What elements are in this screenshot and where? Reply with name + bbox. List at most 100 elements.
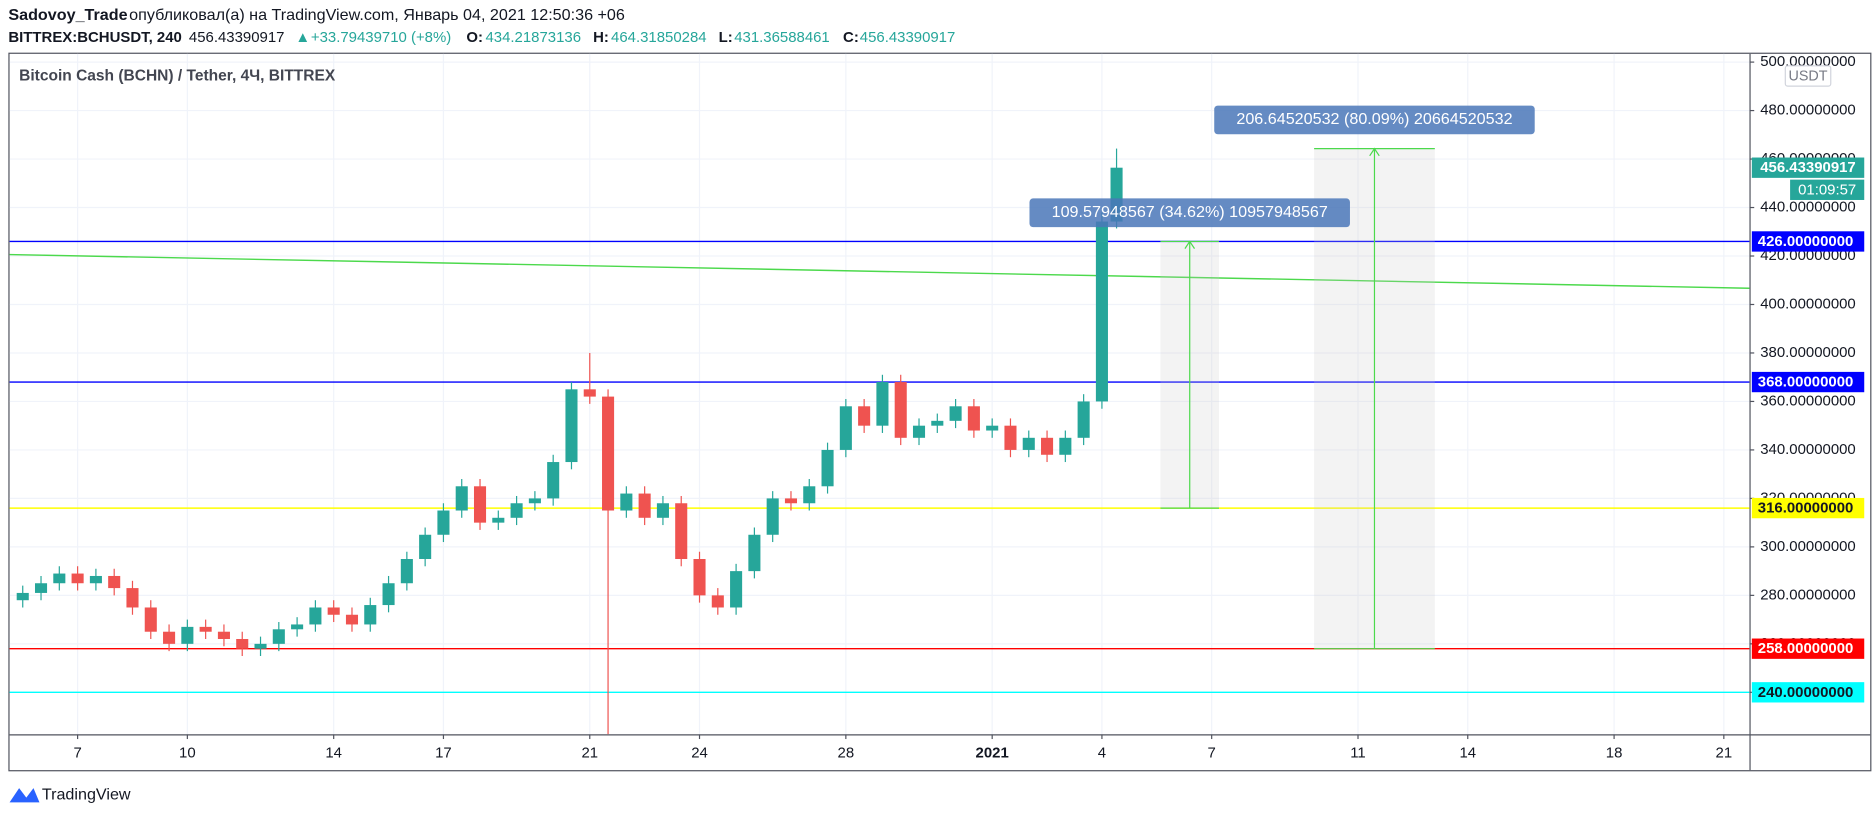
- candle-body: [473, 486, 487, 523]
- candle-body: [181, 626, 194, 644]
- currency-box: [1784, 65, 1832, 87]
- candle-body: [565, 389, 578, 463]
- logo: TradingView: [9, 786, 131, 804]
- candle-body: [949, 406, 962, 421]
- candle-body: [419, 534, 432, 560]
- h: 464.31850284: [611, 29, 707, 46]
- candle-body: [711, 595, 724, 608]
- level-label-box: [1751, 371, 1865, 393]
- candle-body: [382, 583, 395, 606]
- level-label: 426.00000000: [1758, 233, 1854, 250]
- y-tick-label: 360.00000000: [1760, 392, 1856, 409]
- candle-body: [602, 396, 615, 511]
- candle-body: [528, 498, 541, 504]
- x-tick-label: 7: [1208, 744, 1216, 761]
- y-tick-label: 380.00000000: [1760, 344, 1856, 361]
- symbol: BITTREX:BCHUSDT, 240: [8, 29, 181, 46]
- candle-body: [858, 406, 871, 426]
- x-tick-label: 7: [73, 744, 81, 761]
- candle-body: [272, 629, 285, 644]
- y-tick-label: 480.00000000: [1760, 102, 1856, 119]
- candle-body: [620, 493, 633, 511]
- x-tick-label: 4: [1098, 744, 1106, 761]
- candle-body: [71, 573, 84, 584]
- x-tick-label: 14: [1459, 744, 1476, 761]
- candle-body: [693, 559, 706, 596]
- timer: 01:09:57: [1798, 181, 1856, 198]
- candle-body: [1095, 221, 1108, 402]
- candle-body: [34, 583, 48, 593]
- x-tick-label: 21: [1716, 744, 1733, 761]
- candle-body: [254, 643, 267, 649]
- measure-label: 109.57948567 (34.62%) 10957948567: [1029, 198, 1350, 228]
- change: +33.79439710 (+8%): [311, 29, 451, 46]
- candle-body: [236, 638, 249, 649]
- candle-body: [912, 425, 926, 438]
- candle-body: [583, 389, 596, 397]
- symbol-line: BITTREX:BCHUSDT, 240 456.43390917 ▲ +33.…: [8, 29, 955, 46]
- candle-body: [748, 534, 761, 572]
- measure-label-text: 109.57948567 (34.62%) 10957948567: [1052, 203, 1328, 221]
- frame: [8, 52, 1872, 772]
- candle-body: [1077, 401, 1090, 438]
- candle-body: [894, 382, 907, 438]
- x-tick-label: 2021: [976, 744, 1009, 761]
- h-label: H:: [593, 29, 609, 46]
- trend-line: [9, 253, 1750, 289]
- x-tick-label: 18: [1606, 744, 1623, 761]
- y-tick-label: 280.00000000: [1760, 586, 1856, 603]
- candle-body: [510, 503, 523, 518]
- y-tick-label: 300.00000000: [1760, 538, 1856, 555]
- currency: USDT: [1789, 68, 1828, 84]
- timer-box: [1790, 179, 1865, 200]
- y-tick-label: 440.00000000: [1760, 198, 1856, 215]
- measure-arrowhead: [1184, 240, 1196, 249]
- level-label-box: [1751, 497, 1865, 519]
- candle-body: [839, 406, 852, 450]
- o: 434.21873136: [485, 29, 581, 46]
- candle-body: [876, 382, 889, 426]
- candle-body: [400, 559, 413, 584]
- measure-label-box: [1029, 198, 1350, 228]
- measure-label: 206.64520532 (80.09%) 20664520532: [1214, 105, 1535, 135]
- logo-icon: [9, 788, 40, 803]
- c-label: C:: [843, 29, 859, 46]
- candle-body: [309, 607, 322, 625]
- candle-body: [126, 588, 139, 608]
- candle-body: [291, 624, 304, 630]
- x-tick-label: 10: [179, 744, 196, 761]
- l: 431.36588461: [734, 29, 830, 46]
- candle-body: [217, 631, 230, 639]
- candle-body: [638, 493, 651, 518]
- c: 456.43390917: [860, 29, 956, 46]
- x-tick-label: 14: [325, 744, 342, 761]
- x-tick-label: 24: [691, 744, 708, 761]
- candle-body: [89, 575, 102, 584]
- level-label: 316.00000000: [1758, 500, 1854, 517]
- candle-body: [675, 503, 688, 560]
- y-tick-label: 340.00000000: [1760, 441, 1856, 458]
- candle-body: [730, 571, 743, 608]
- level-label-box: [1751, 231, 1865, 252]
- candle-body: [1059, 437, 1072, 455]
- arrow: ▲: [295, 29, 310, 46]
- measure-label-text: 206.64520532 (80.09%) 20664520532: [1236, 110, 1512, 128]
- chart-title: Bitcoin Cash (BCHN) / Tether, 4Ч, BITTRE…: [19, 68, 336, 85]
- candle-body: [144, 607, 157, 632]
- last-price-label: 456.43390917: [1760, 159, 1856, 176]
- candle-body: [1004, 425, 1017, 450]
- candle-body: [492, 517, 505, 523]
- candle-body: [455, 486, 468, 511]
- level-label-box: [1751, 682, 1865, 703]
- candle-body: [53, 573, 66, 584]
- candle-body: [821, 449, 834, 487]
- author: Sadovoy_Trade: [8, 6, 127, 24]
- level-label-box: [1751, 638, 1865, 659]
- candle-body: [1041, 437, 1054, 455]
- candle-body: [766, 498, 779, 535]
- measure-label-box: [1214, 105, 1535, 135]
- published: опубликовал(а) на TradingView.com, Январ…: [129, 6, 625, 24]
- candle-body: [656, 503, 669, 518]
